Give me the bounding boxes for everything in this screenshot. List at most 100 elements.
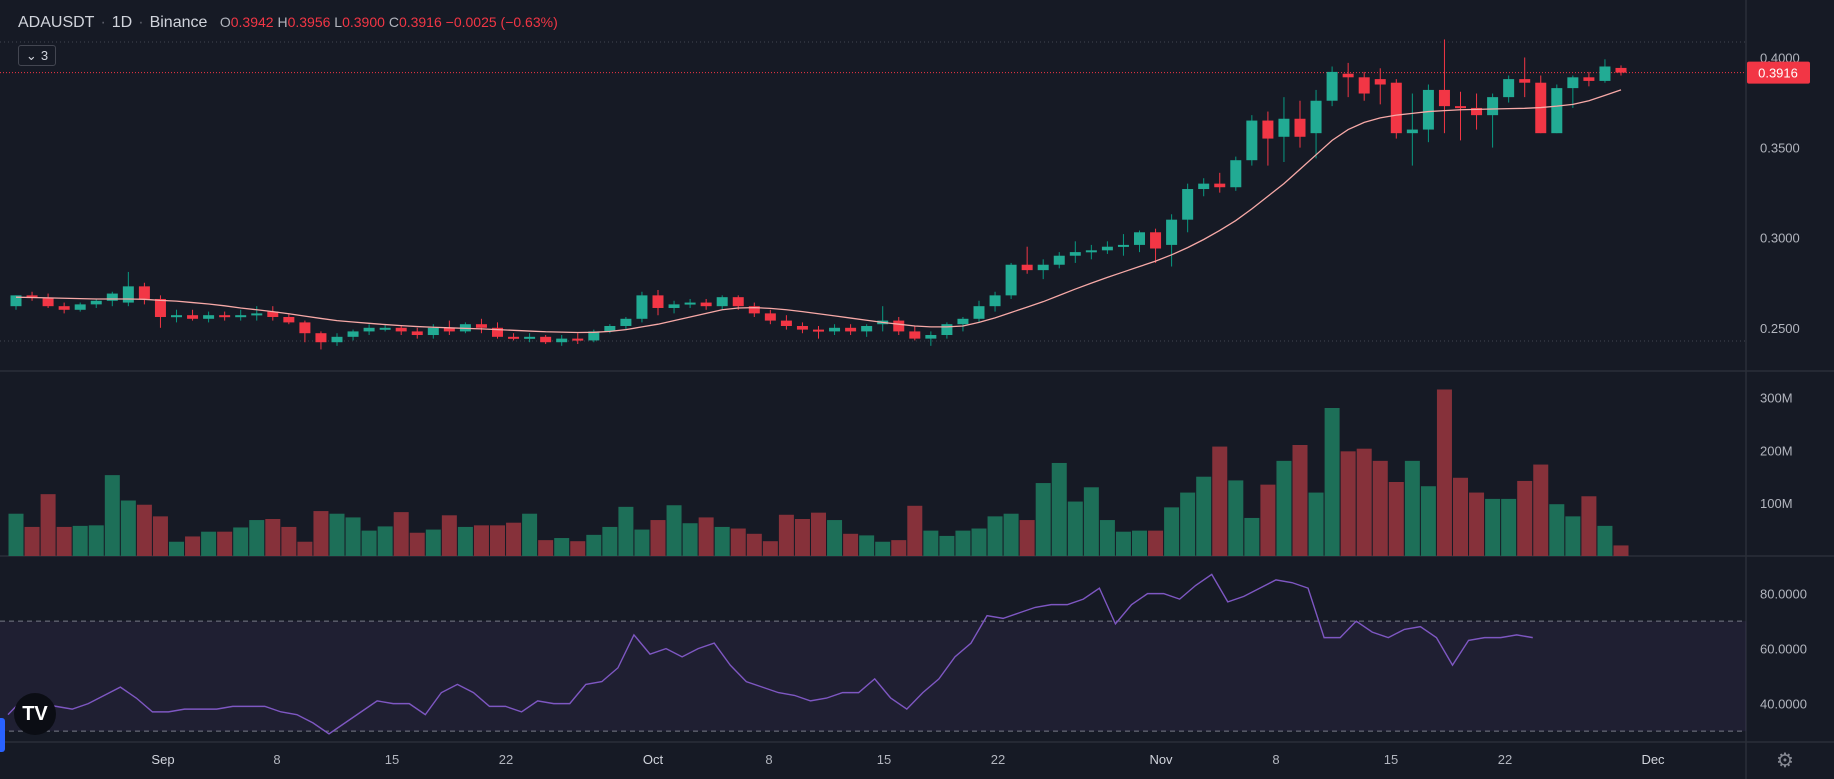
candle-body	[1310, 100, 1322, 134]
volume-bar	[120, 500, 136, 556]
candle-body	[267, 311, 279, 317]
volume-bar	[1067, 501, 1083, 556]
volume-bar	[1453, 477, 1468, 556]
date-axis-tick: Sep	[151, 752, 174, 767]
volume-bar	[441, 515, 457, 556]
rsi-axis-tick: 40.0000	[1760, 697, 1807, 712]
volume-bar	[714, 526, 730, 556]
volume-bar	[1260, 484, 1276, 556]
candle-body	[1358, 77, 1370, 94]
candle-body	[411, 331, 423, 336]
candle-body	[909, 331, 921, 339]
candle-body	[1069, 252, 1081, 256]
volume-bar	[971, 528, 987, 556]
volume-bar	[72, 525, 88, 556]
date-axis-tick: 8	[765, 752, 772, 767]
date-axis-tick: 15	[877, 752, 891, 767]
volume-bar	[1420, 486, 1436, 556]
candle-body	[203, 315, 215, 319]
chevron-down-icon: ⌄	[25, 47, 37, 63]
candle-body	[1117, 244, 1129, 247]
candle-body	[508, 336, 520, 339]
candle-body	[138, 286, 150, 299]
volume-bar	[1196, 476, 1212, 556]
date-axis-tick: Oct	[643, 752, 664, 767]
candle-body	[604, 326, 616, 332]
volume-bar	[794, 518, 810, 556]
candle-body	[1342, 73, 1354, 78]
candle-body	[1599, 66, 1611, 81]
side-panel-tab[interactable]	[0, 718, 5, 752]
candle-body	[1166, 219, 1178, 245]
close-value: 0.3916	[398, 14, 442, 30]
volume-bar	[522, 513, 538, 556]
date-axis-tick: 8	[1272, 752, 1279, 767]
rsi-line	[7, 573, 1533, 735]
volume-bar	[698, 517, 714, 556]
volume-bar	[1340, 451, 1356, 556]
candle-body	[652, 295, 664, 308]
candle-body	[1583, 77, 1595, 81]
volume-bar	[1132, 530, 1147, 556]
candle-body	[716, 297, 728, 307]
candle-body	[1326, 71, 1338, 101]
symbol-name[interactable]: ADAUSDT	[18, 14, 95, 31]
volume-bar	[1469, 492, 1485, 556]
volume-bar	[457, 526, 473, 556]
interval-label[interactable]: 1D	[111, 14, 133, 31]
candle-body	[1005, 264, 1017, 296]
volume-bar	[939, 535, 955, 556]
candle-body	[1037, 264, 1049, 271]
volume-bar	[666, 505, 682, 556]
volume-bar	[1485, 498, 1501, 556]
volume-bar	[923, 530, 939, 556]
indicator-count: 3	[40, 48, 49, 63]
candle-body	[299, 322, 311, 334]
candle-body	[1374, 79, 1386, 85]
volume-bar	[201, 531, 217, 556]
volume-bar	[281, 526, 297, 556]
candle-body	[813, 329, 824, 332]
candle-body	[1294, 118, 1306, 137]
candle-body	[1567, 77, 1579, 89]
volume-bar	[329, 513, 345, 556]
candle-body	[1455, 106, 1466, 109]
date-axis-tick: 22	[991, 752, 1005, 767]
candle-body	[524, 336, 536, 339]
indicators-toggle-button[interactable]: ⌄ 3	[18, 45, 56, 66]
candle-body	[1214, 183, 1226, 188]
volume-bar	[907, 505, 923, 556]
candle-body	[796, 326, 808, 330]
open-value: 0.3942	[230, 14, 274, 30]
candle-body	[154, 298, 166, 317]
candle-body	[780, 320, 792, 327]
volume-bar	[1212, 446, 1228, 556]
volume-bar	[1565, 516, 1581, 556]
rsi-band-fill	[0, 621, 1746, 732]
volume-bar	[490, 525, 505, 556]
volume-bar	[1083, 487, 1099, 556]
volume-bar	[104, 475, 120, 556]
candle-body	[1101, 246, 1113, 251]
volume-bar	[1501, 498, 1517, 556]
volume-bar	[473, 525, 489, 556]
volume-bar	[8, 513, 24, 556]
candle-body	[1487, 97, 1499, 116]
candle-body	[10, 295, 22, 307]
volume-bar	[1099, 520, 1115, 556]
volume-bar	[891, 540, 907, 556]
candle-body	[1615, 67, 1627, 73]
candle-body	[957, 318, 969, 325]
volume-bar	[762, 541, 778, 556]
tradingview-logo[interactable]: TV	[14, 693, 56, 735]
volume-bar	[1597, 525, 1613, 556]
candle-body	[74, 304, 86, 310]
volume-bar	[1019, 520, 1035, 556]
candle-body	[363, 327, 375, 332]
candle-body	[973, 306, 985, 319]
gear-icon[interactable]: ⚙	[1776, 750, 1794, 772]
candle-body	[1085, 250, 1097, 253]
volume-bar	[56, 526, 72, 556]
candle-body	[1438, 89, 1450, 107]
